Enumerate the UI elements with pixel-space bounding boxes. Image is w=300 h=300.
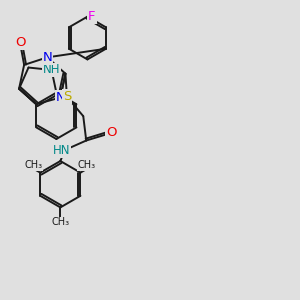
Text: O: O bbox=[106, 126, 116, 139]
Text: HN: HN bbox=[52, 144, 70, 157]
Text: CH₃: CH₃ bbox=[78, 160, 96, 170]
Text: CH₃: CH₃ bbox=[25, 160, 43, 170]
Text: F: F bbox=[88, 10, 96, 23]
Text: CH₃: CH₃ bbox=[51, 217, 69, 227]
Text: S: S bbox=[63, 90, 71, 103]
Text: NH: NH bbox=[43, 64, 60, 76]
Text: N: N bbox=[42, 51, 52, 64]
Text: O: O bbox=[15, 36, 26, 49]
Text: N: N bbox=[56, 91, 65, 104]
